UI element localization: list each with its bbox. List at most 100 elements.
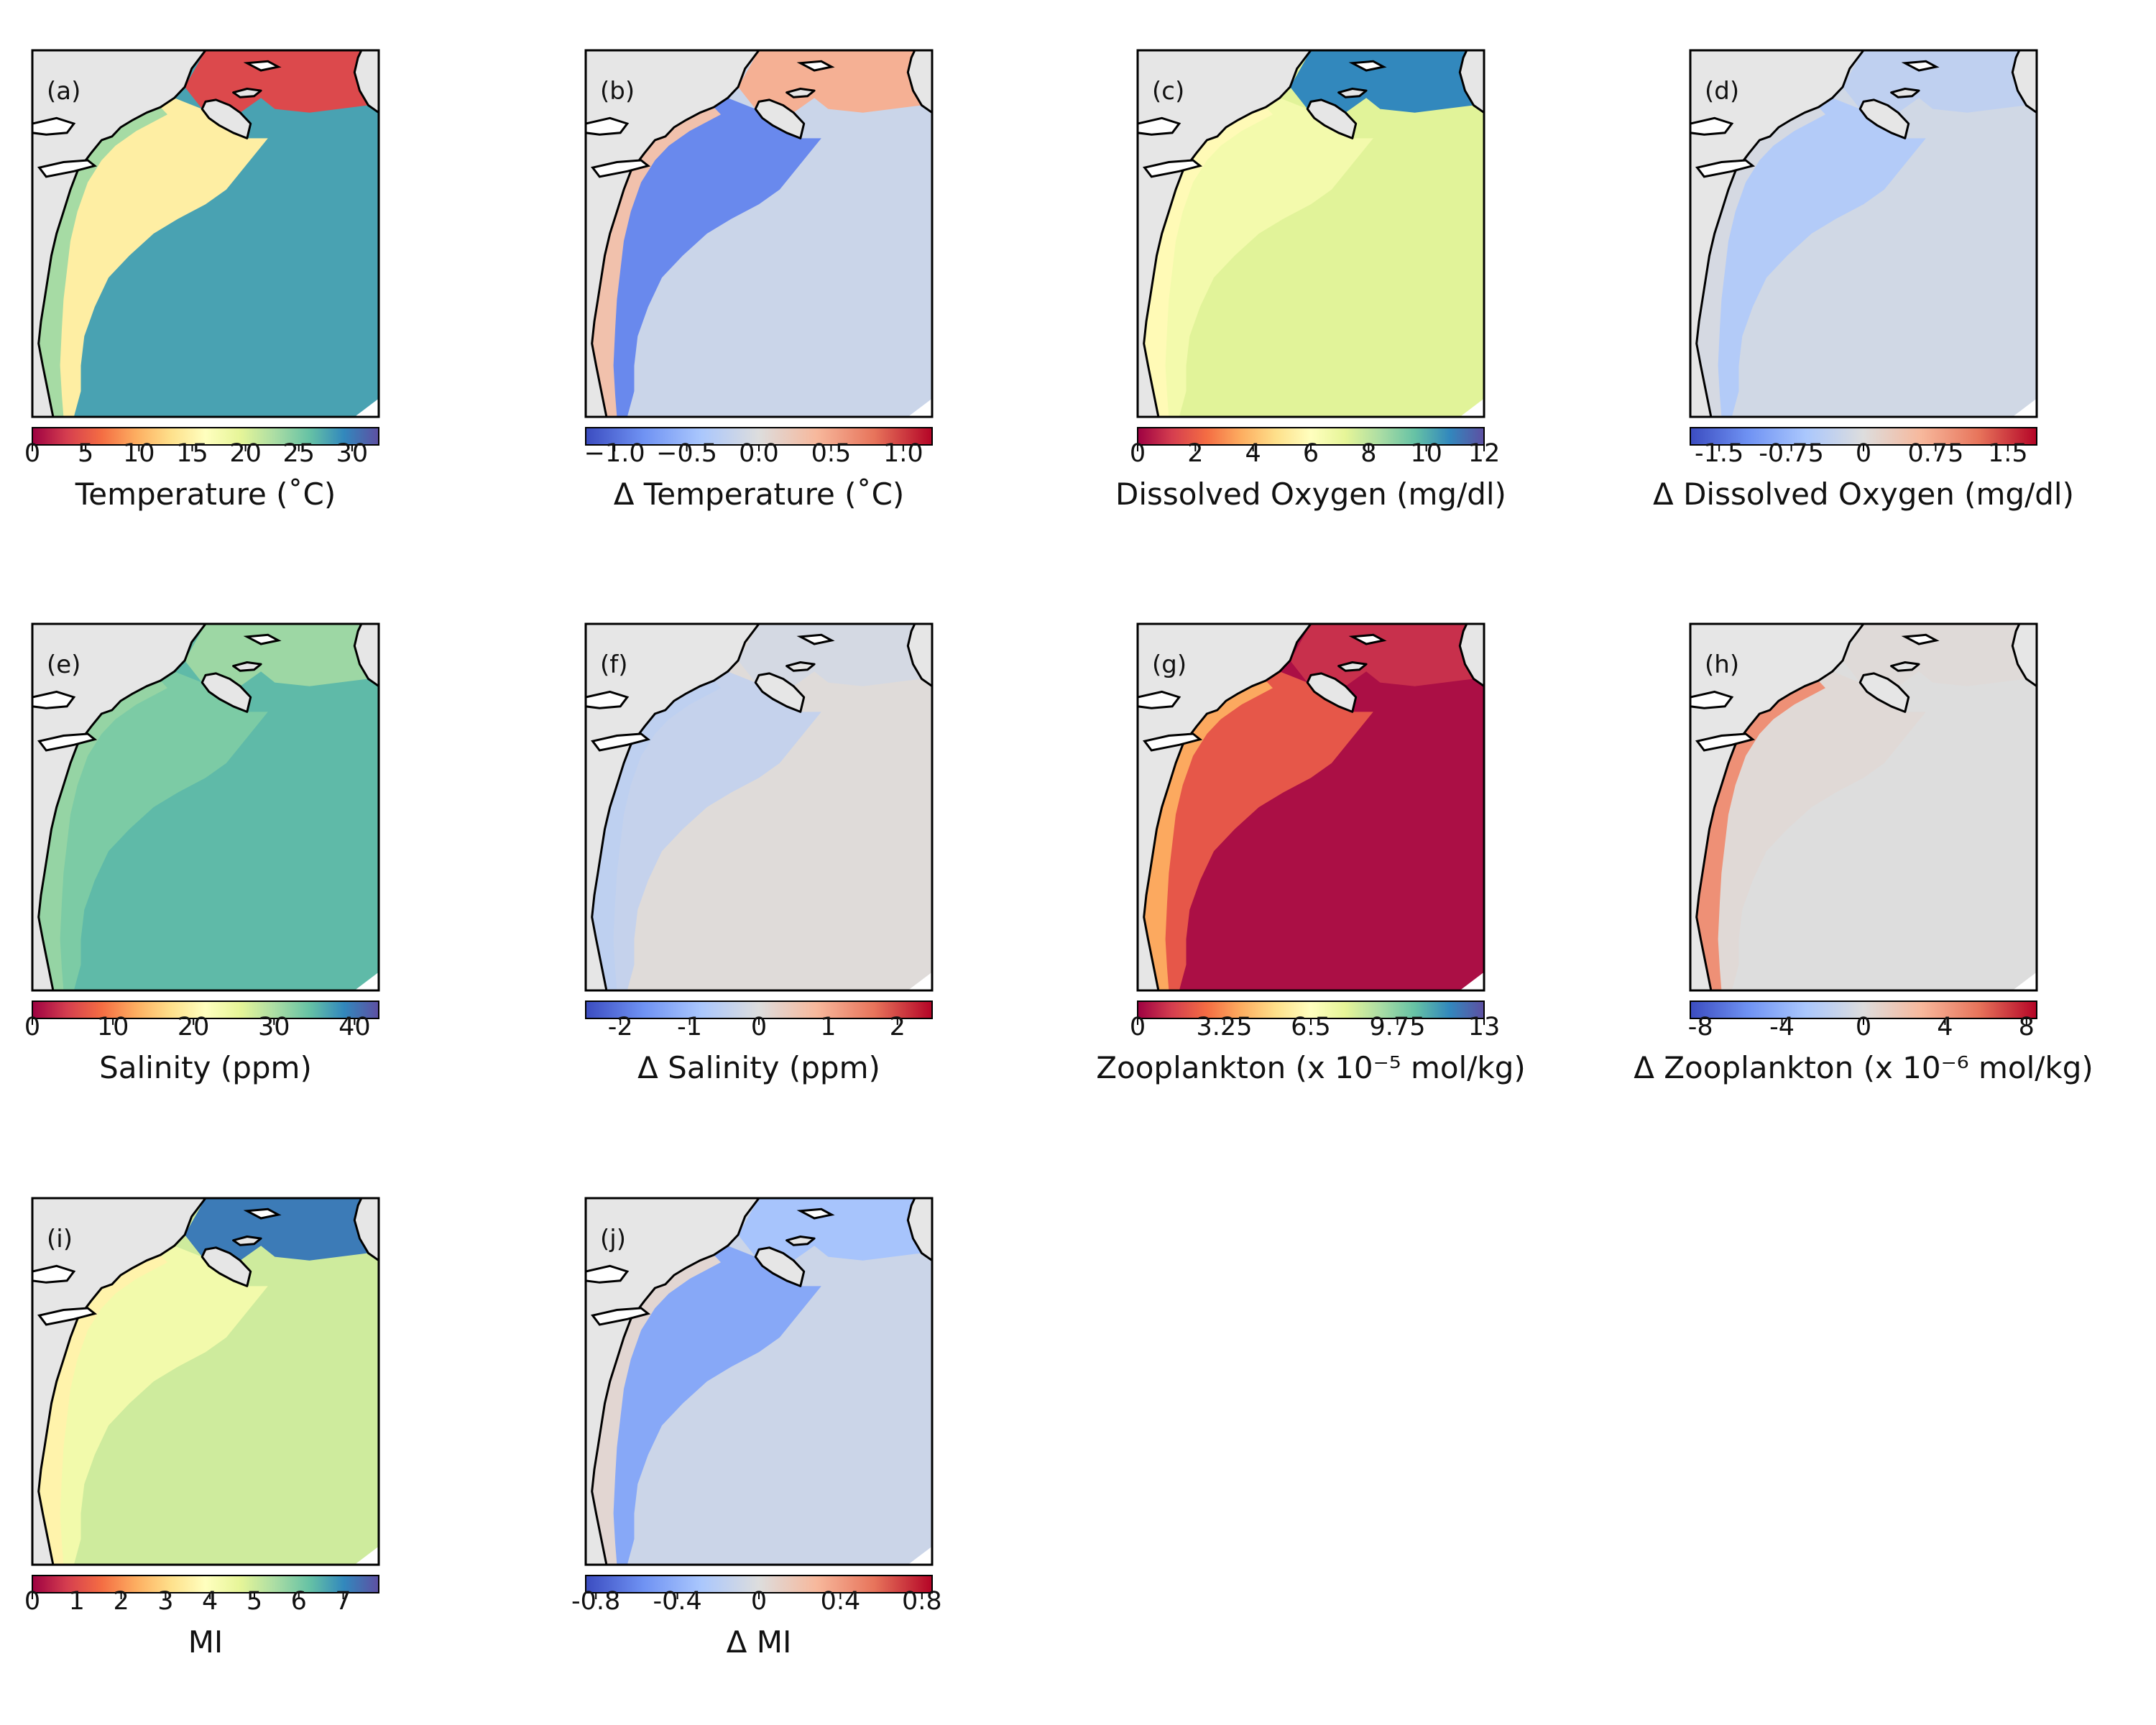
colorbar-tick-label: 2 [113, 1587, 129, 1616]
land-newfoundland [2011, 624, 2037, 688]
lake-outline [590, 159, 651, 178]
land-mainland [1138, 624, 1312, 990]
colorbar-title: Δ Temperature (˚C) [614, 477, 905, 512]
lake-outline [32, 1264, 76, 1284]
colorbar-tick-label: 20 [178, 1013, 210, 1041]
panel-label: (e) [47, 650, 80, 679]
map-b [586, 50, 932, 417]
land-nova-scotia [201, 672, 252, 713]
land-newfoundland [1458, 624, 1484, 688]
colorbar-tick-label: 8 [1360, 439, 1376, 468]
colorbar-tick-label: −1.0 [584, 439, 645, 468]
lake-outline [1695, 732, 1756, 752]
map-c [1138, 50, 1484, 417]
panel-label: (f) [600, 650, 628, 679]
colorbar-tick-label: 0 [24, 1587, 40, 1616]
colorbar-j [585, 1575, 933, 1593]
colorbar-tick-label: -4 [1769, 1013, 1795, 1041]
no-data-corner [354, 1546, 379, 1565]
lake-outline [32, 116, 76, 136]
island-outline [1348, 60, 1387, 72]
colorbar-title: Dissolved Oxygen (mg/dl) [1115, 477, 1506, 512]
no-data-corner [908, 972, 932, 990]
colorbar-tick-label: 10 [123, 439, 155, 468]
colorbar-tick-label: 0.8 [902, 1587, 942, 1616]
colorbar-tick-label: 0.4 [821, 1587, 861, 1616]
no-data-corner [1460, 972, 1484, 990]
nearshore-field [1696, 681, 1825, 990]
land-island [232, 1236, 262, 1246]
no-data-corner [908, 398, 932, 417]
colorbar-tick-label: 0 [1130, 1013, 1146, 1041]
island-outline [1901, 633, 1940, 645]
colorbar-tick-label: 0 [1856, 1013, 1871, 1041]
colorbar-tick-label: −0.5 [656, 439, 717, 468]
land-newfoundland [906, 1198, 932, 1262]
lake-outline [586, 116, 630, 136]
map-frame [1689, 49, 2038, 418]
colorbar-tick-label: 3 [157, 1587, 173, 1616]
no-data-corner [2012, 398, 2037, 417]
colorbar-tick-label: -0.75 [1759, 439, 1824, 468]
land-island [1890, 661, 1920, 672]
panel-e: (e) 0 10 20 30 40 Salinity (ppm) [24, 622, 380, 1085]
land-nova-scotia [1858, 98, 1910, 139]
land-island [786, 1236, 816, 1246]
map-i [32, 1198, 379, 1565]
island-outline [243, 1208, 282, 1220]
colorbar-tick-label: 1.0 [883, 439, 923, 468]
land-nova-scotia [201, 1246, 252, 1287]
land-newfoundland [353, 50, 379, 114]
panel-f: (f) -2 -1 0 1 2 Δ Salinity (ppm) [584, 622, 934, 1085]
lake-outline [32, 690, 76, 709]
panel-b: (b) −1.0 −0.5 0.0 0.5 1.0 Δ Temperature (˚C) [584, 49, 934, 512]
land-island [786, 88, 816, 98]
colorbar-tick-label: -0.8 [571, 1587, 620, 1616]
panel-label: (j) [600, 1225, 626, 1254]
colorbar-tick-label: 10 [97, 1013, 129, 1041]
land-nova-scotia [754, 98, 806, 139]
no-data-corner [354, 972, 379, 990]
panel-h: (h) -8 -4 0 4 8 Δ Zooplankton (x 10⁻⁶ mol/kg) [1634, 622, 2093, 1085]
land-island [786, 661, 816, 672]
gulf-field [185, 50, 369, 113]
panel-label: (g) [1152, 650, 1187, 679]
no-data-corner [908, 1546, 932, 1565]
map-h [1690, 624, 2037, 990]
colorbar-tick-label: 2 [890, 1013, 906, 1041]
shelf-field [38, 1246, 268, 1565]
colorbar-title: MI [188, 1624, 224, 1660]
colorbar-title: Δ MI [727, 1624, 792, 1660]
no-data-corner [1460, 398, 1484, 417]
land-nova-scotia [1858, 672, 1910, 713]
colorbar-g [1137, 1000, 1485, 1019]
panel-j: (j) -0.8 -0.4 0 0.4 0.8 Δ MI [571, 1197, 942, 1660]
land-mainland [586, 624, 760, 990]
map-frame [1136, 49, 1485, 418]
map-frame [31, 49, 380, 418]
lake-outline [591, 732, 651, 752]
colorbar-title: Δ Zooplankton (x 10⁻⁶ mol/kg) [1634, 1050, 2093, 1085]
nearshore-field [591, 1255, 721, 1565]
colorbar-tick-label: 8 [2019, 1013, 2035, 1041]
colorbar-tick-label: 5 [78, 439, 93, 468]
gulf-field [185, 624, 369, 686]
land-newfoundland [906, 624, 932, 688]
panel-c: (c) 0 2 4 6 8 10 12 Dissolved Oxygen (mg/dl) [1115, 49, 1506, 512]
colorbar-tick-label: 4 [1937, 1013, 1953, 1041]
panel-g: (g) 0 3.25 6.5 9.75 13 Zooplankton (x 10⁻⁵ mol… [1096, 622, 1526, 1085]
colorbar-title: Zooplankton (x 10⁻⁵ mol/kg) [1096, 1050, 1526, 1085]
panel-label: (i) [47, 1225, 73, 1254]
land-mainland [1690, 624, 1865, 990]
colorbar-tick-label: 6 [291, 1587, 307, 1616]
panel-i: (i) 0 1 2 3 4 5 6 7 MI [24, 1197, 380, 1660]
nearshore-field [38, 1255, 168, 1565]
map-frame [31, 622, 380, 992]
colorbar-tick-label: 0.0 [739, 439, 779, 468]
colorbar-tick-label: -1 [677, 1013, 702, 1041]
colorbar-tick-label: 6 [1303, 439, 1319, 468]
gulf-field [738, 50, 922, 113]
colorbar-tick-label: 6.5 [1291, 1013, 1331, 1041]
